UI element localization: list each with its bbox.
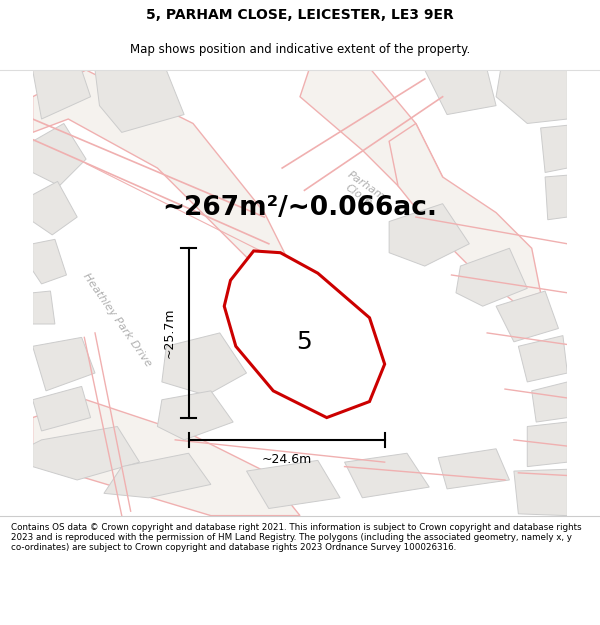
Polygon shape [32,426,140,480]
Polygon shape [518,336,568,382]
Polygon shape [32,70,291,284]
Polygon shape [32,239,67,284]
Polygon shape [527,422,568,467]
Polygon shape [32,70,91,119]
Polygon shape [545,175,568,220]
Polygon shape [32,181,77,235]
Polygon shape [247,461,340,509]
Text: Parham
Close: Parham Close [338,169,386,211]
Polygon shape [344,453,429,498]
Polygon shape [162,333,247,395]
Polygon shape [104,453,211,498]
Polygon shape [496,291,559,342]
Polygon shape [514,469,568,516]
Text: 5, PARHAM CLOSE, LEICESTER, LE3 9ER: 5, PARHAM CLOSE, LEICESTER, LE3 9ER [146,8,454,22]
Polygon shape [438,449,509,489]
Polygon shape [95,70,184,132]
Text: ~25.7m: ~25.7m [163,308,175,358]
Polygon shape [300,70,443,204]
Text: Contains OS data © Crown copyright and database right 2021. This information is : Contains OS data © Crown copyright and d… [11,522,581,552]
Polygon shape [541,125,568,172]
Text: ~267m²/~0.066ac.: ~267m²/~0.066ac. [163,195,437,221]
Polygon shape [32,124,86,186]
Polygon shape [32,291,55,324]
Polygon shape [456,248,527,306]
Text: Heathley Park Drive: Heathley Park Drive [81,271,154,368]
Polygon shape [389,124,541,302]
Polygon shape [32,386,91,431]
Text: Map shows position and indicative extent of the property.: Map shows position and indicative extent… [130,42,470,56]
Polygon shape [496,70,568,124]
Polygon shape [389,204,469,266]
Text: ~24.6m: ~24.6m [262,453,312,466]
Polygon shape [32,338,95,391]
Text: 5: 5 [296,330,313,354]
Polygon shape [32,400,300,516]
Polygon shape [425,70,496,114]
Polygon shape [157,391,233,440]
Polygon shape [224,251,385,418]
Polygon shape [532,382,568,422]
